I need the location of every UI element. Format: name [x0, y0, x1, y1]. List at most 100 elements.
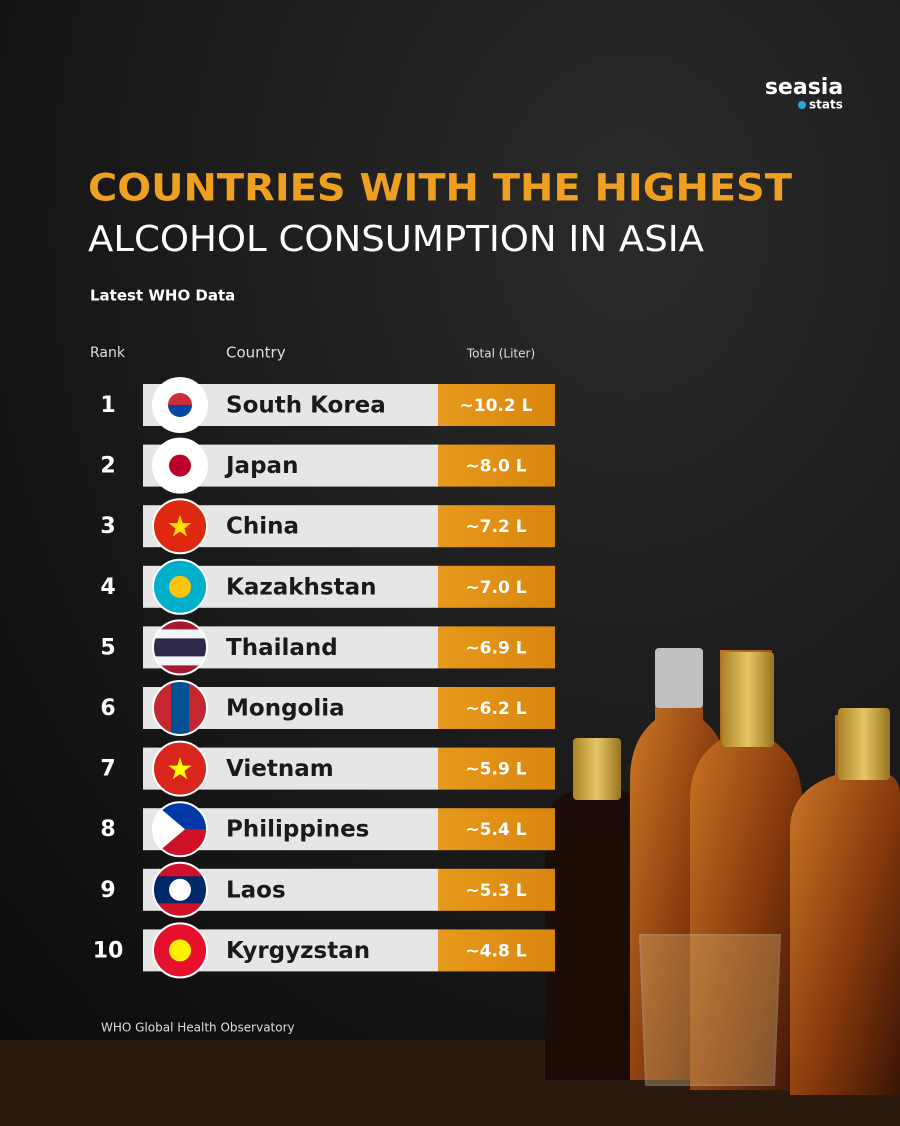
flag-bg: [153, 741, 207, 796]
flag-icon: [152, 861, 208, 918]
flag-stripe: [153, 629, 207, 639]
flag-icon: [152, 922, 208, 979]
flag-border: [152, 498, 208, 555]
value-cell: [438, 444, 555, 487]
country-name: Mongolia: [226, 696, 345, 722]
title-line-2: ALCOHOL CONSUMPTION IN ASIA: [88, 219, 704, 260]
flag-dot: [169, 454, 191, 477]
consumption-value: ~8.0 L: [465, 457, 526, 477]
flag-icon: [152, 801, 208, 858]
flag-stripe: [153, 647, 207, 657]
flag-border: [152, 377, 208, 433]
flag-dot: [168, 405, 192, 417]
column-header: Total (Liter): [466, 347, 535, 361]
country-name: Thailand: [226, 635, 338, 661]
flag-stripe: [171, 681, 190, 735]
table-row: 4 Kazakhstan ~7.0 L: [100, 558, 555, 615]
flag-body: [153, 378, 207, 432]
country-name: Philippines: [226, 817, 369, 843]
flag-border: [152, 801, 208, 858]
country-name: Laos: [226, 877, 286, 903]
flag-stripe: [153, 656, 207, 666]
value-cell: [438, 384, 555, 426]
flag-border: [152, 922, 208, 979]
rank: 7: [100, 757, 115, 782]
consumption-value: ~7.2 L: [465, 517, 526, 537]
rank: 8: [100, 817, 115, 842]
flag-star: ★: [167, 752, 194, 787]
flag-body: ★: [153, 741, 207, 796]
flag-icon: [152, 619, 208, 676]
flag-border: [152, 740, 208, 797]
consumption-value: ~6.9 L: [465, 638, 526, 658]
flag-stripe: [153, 638, 207, 648]
flag-border: [152, 437, 208, 494]
table-row: 3 ★ China ~7.2 L: [100, 498, 555, 555]
value-cell: [438, 868, 555, 911]
rank: 6: [100, 696, 115, 721]
rank: 2: [100, 454, 115, 479]
flag-stripe: [153, 665, 207, 675]
consumption-value: ~5.9 L: [465, 760, 526, 780]
column-header: Rank: [90, 345, 126, 361]
country-name: Japan: [224, 453, 298, 479]
value-cell: [438, 565, 555, 608]
consumption-value: ~5.4 L: [465, 820, 526, 840]
logo-name: seasia: [765, 75, 843, 100]
flag-border: [152, 861, 208, 918]
table-row: 8 Philippines ~5.4 L: [100, 801, 555, 858]
consumption-value: ~7.0 L: [465, 578, 526, 598]
flag-body: [153, 862, 207, 917]
table-rows: 1 South Korea ~10.2 L 2 Japan ~8.0 L 3 ★ China ~7…: [93, 377, 555, 979]
flag-icon: ★: [152, 498, 208, 555]
logo-dot: [798, 101, 806, 109]
flag-icon: [152, 680, 208, 736]
rank: 5: [100, 635, 115, 660]
value-cell: [438, 687, 555, 729]
country-name: Kazakhstan: [226, 574, 377, 600]
flag-icon: [152, 377, 208, 433]
flag-body: ★: [153, 499, 207, 554]
table-row: 6 Mongolia ~6.2 L: [100, 680, 555, 736]
flag-icon: [152, 437, 208, 494]
flag-triangle: [153, 802, 185, 857]
logo-sub: stats: [809, 98, 843, 112]
column-header: Country: [226, 344, 286, 362]
flag-body: [153, 923, 207, 978]
flag-dot: [169, 939, 191, 962]
flag-border: [152, 558, 208, 615]
flag-border: [152, 619, 208, 676]
consumption-value: ~4.8 L: [465, 941, 526, 961]
table-row: 1 South Korea ~10.2 L: [100, 377, 555, 433]
rank: 1: [100, 393, 115, 418]
flag-star: ★: [167, 510, 194, 545]
flag-icon: ★: [152, 740, 208, 797]
table-row: 10 Kyrgyzstan ~4.8 L: [93, 922, 555, 979]
flag-bg: [153, 499, 207, 554]
rank: 3: [100, 514, 115, 539]
table-row: 5 Thailand ~6.9 L: [100, 619, 555, 676]
flag-dot: [169, 575, 191, 598]
table-row: 9 Laos ~5.3 L: [100, 861, 555, 918]
rank: 4: [100, 575, 115, 600]
rank: 10: [93, 938, 124, 963]
country-name: South Korea: [226, 393, 386, 419]
value-cell: [438, 808, 555, 851]
flag-body: [153, 438, 207, 493]
table-row: 7 ★ Vietnam ~5.9 L: [100, 740, 555, 797]
value-cell: [438, 747, 555, 790]
flag-icon: [152, 558, 208, 615]
rank: 9: [100, 878, 115, 903]
source: WHO Global Health Observatory: [101, 1021, 295, 1035]
flag-dot: [168, 393, 192, 405]
flag-body: [153, 620, 207, 675]
subtitle: Latest WHO Data: [90, 287, 235, 305]
country-name: China: [226, 514, 299, 540]
title-line-1: COUNTRIES WITH THE HIGHEST: [88, 167, 793, 210]
flag-dot: [169, 878, 191, 901]
bottles-decoration: [545, 648, 900, 1095]
table-row: 2 Japan ~8.0 L: [100, 437, 555, 494]
country-name: Vietnam: [226, 756, 334, 782]
country-name: Kyrgyzstan: [226, 938, 370, 964]
